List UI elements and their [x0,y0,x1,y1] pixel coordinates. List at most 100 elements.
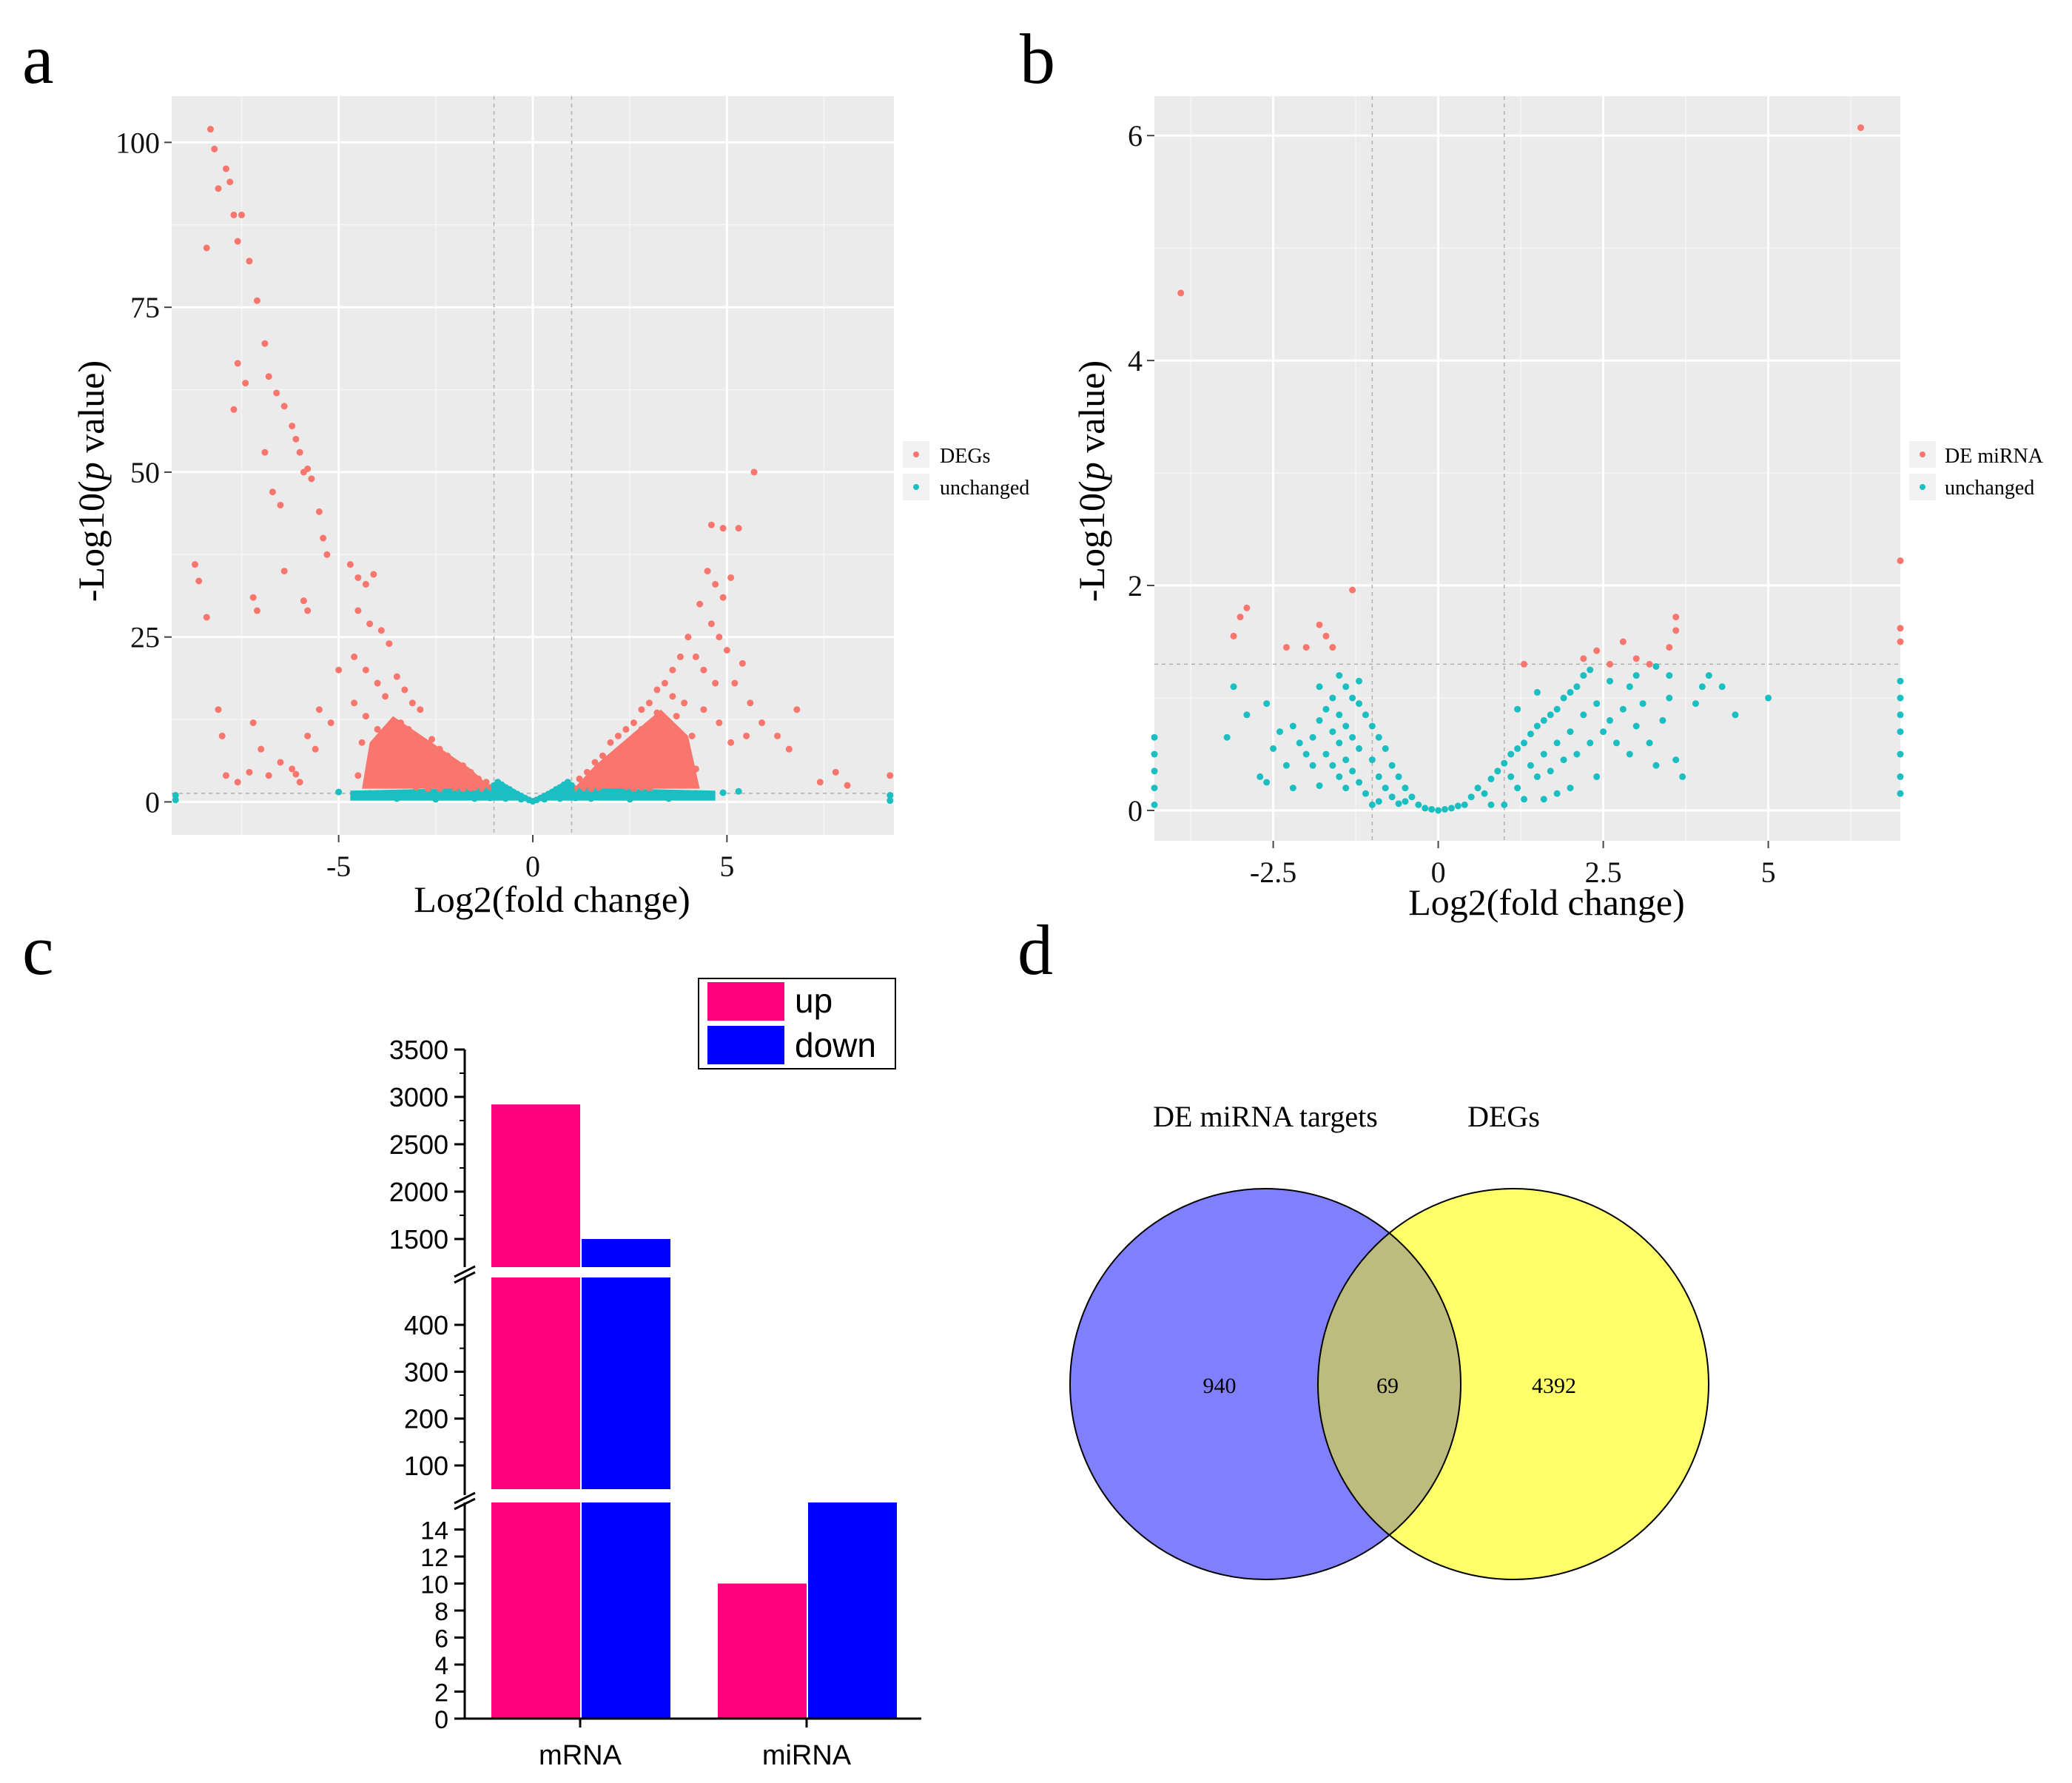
point-de [661,782,668,789]
point-de [304,607,312,614]
point-unchanged [669,790,676,798]
axis-break-mark [454,1491,476,1505]
data-points [1151,124,1904,814]
point-de [436,745,443,753]
point-unchanged [389,790,397,798]
point-unchanged [1897,711,1904,719]
point-de [665,719,673,727]
point-de [1632,655,1640,662]
point-de [304,732,312,739]
point-unchanged [692,790,699,797]
y-tick-label: 12 [420,1544,448,1572]
point-unchanged [1349,768,1356,775]
point-de [727,574,735,581]
point-de [610,779,618,787]
venn-set-label-left: DE miRNA targets [1153,1100,1378,1133]
point-de [253,607,260,614]
point-de [479,782,486,789]
point-de [1282,644,1290,651]
bars [491,1104,897,1719]
point-de [362,666,369,674]
bar-down-miRNA [808,1502,897,1719]
point-unchanged [1612,739,1620,747]
point-unchanged [1494,768,1501,775]
point-de [676,653,684,660]
axis-break-mark [454,1497,476,1511]
point-de [238,211,245,218]
point-unchanged [451,790,459,798]
point-de [692,765,699,773]
point-unchanged [1600,728,1607,736]
point-unchanged [1527,762,1534,769]
point-de [444,752,451,759]
point-de [657,762,665,769]
y-tick-label: 6 [1128,119,1143,152]
point-de [242,380,249,387]
point-de [265,772,272,779]
point-unchanged [1897,728,1904,736]
point-de [716,634,723,641]
point-de [684,634,692,641]
legend-label-down: down [795,1026,876,1064]
axis-ticks: -2.5 0 2.5 5 0 2 4 6 [1128,119,1776,889]
point-de [700,706,707,713]
point-de [377,627,385,634]
point-unchanged [684,792,692,799]
point-unchanged [1897,751,1904,758]
point-de [261,449,269,456]
point-unchanged [1533,688,1541,696]
venn-count-overlap: 69 [1376,1374,1399,1398]
point-de [1322,632,1330,639]
axis-break-mark [454,1271,476,1284]
point-unchanged [1342,785,1350,792]
point-de [719,594,727,601]
point-de [451,759,459,766]
panel-label-a: a [22,19,54,98]
venn-count-right-only: 4392 [1532,1374,1576,1398]
point-unchanged [1514,745,1521,752]
legend-marker-de-mirna [1920,451,1925,457]
point-de [650,765,657,773]
point-de [354,772,362,779]
point-de [832,768,839,776]
panel-label-c: c [22,910,54,990]
point-unchanged [1580,711,1587,719]
y-tick-label: 8 [434,1598,448,1626]
legend: DEGs unchanged [903,441,1029,500]
point-unchanged [1402,785,1409,792]
x-axis-label: Log2(fold change) [1408,882,1684,923]
point-unchanged [1402,798,1409,805]
point-unchanged [1388,793,1396,801]
point-de [203,244,210,252]
point-unchanged [482,788,490,796]
point-unchanged [420,792,428,799]
y-tick-label: 6 [434,1625,448,1653]
point-de [681,699,688,707]
point-unchanged [1243,711,1251,719]
point-unchanged [1302,751,1310,758]
legend-label-degs: DEGs [940,445,990,468]
point-unchanged [700,792,707,799]
point-unchanged [1487,801,1495,808]
point-unchanged [1705,672,1712,679]
point-de [626,775,633,782]
point-unchanged [614,793,622,800]
point-unchanged [1336,739,1343,747]
point-unchanged [1659,716,1666,724]
point-unchanged [475,790,482,798]
legend-label-up: up [795,981,832,1020]
y-tick-label: 400 [404,1310,448,1340]
point-de [354,574,362,581]
point-de [750,469,758,476]
point-unchanged [486,794,494,802]
point-unchanged [626,796,633,803]
point-de [684,772,692,779]
point-unchanged [1567,688,1574,696]
x-tick-label: 5 [1761,856,1776,889]
point-de [401,782,408,789]
point-unchanged [1349,694,1356,702]
point-de [323,551,331,558]
point-de [401,756,408,763]
point-unchanged [1514,785,1521,792]
point-unchanged [1454,802,1462,810]
